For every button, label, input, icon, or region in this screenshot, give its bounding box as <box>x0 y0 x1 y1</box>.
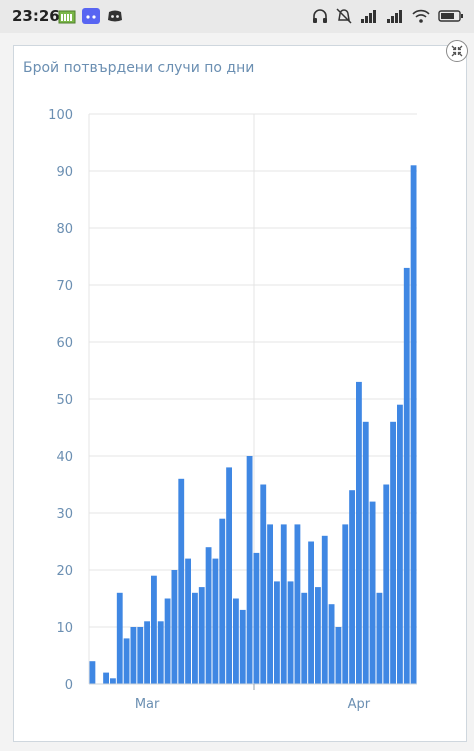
y-tick-label: 10 <box>56 621 73 636</box>
bar <box>349 490 355 684</box>
bar <box>260 484 267 684</box>
bar <box>103 672 109 684</box>
bar <box>123 638 130 684</box>
bar <box>390 421 396 684</box>
bar <box>342 524 349 684</box>
chart-title: Брой потвърдени случи по дни <box>23 60 255 76</box>
bar <box>267 524 273 684</box>
bar <box>308 541 314 684</box>
bar <box>116 592 123 684</box>
bar <box>144 621 150 684</box>
bar <box>280 524 287 684</box>
bar <box>151 575 157 684</box>
bar <box>178 478 185 684</box>
bar <box>171 570 178 684</box>
bar <box>328 604 335 684</box>
bar <box>294 524 301 684</box>
y-tick-label: 0 <box>65 678 73 693</box>
y-tick-label: 60 <box>56 336 73 351</box>
sim-icon <box>58 10 76 24</box>
bar <box>89 661 96 684</box>
signal-icon <box>387 10 402 23</box>
bar <box>192 592 198 684</box>
bar <box>274 581 280 684</box>
y-tick-label: 70 <box>56 279 73 294</box>
bar <box>110 678 116 684</box>
bar <box>315 587 321 684</box>
bar <box>335 627 342 684</box>
bar <box>130 627 137 684</box>
collapse-button[interactable] <box>446 40 468 62</box>
y-tick-label: 80 <box>56 222 73 237</box>
bar <box>233 598 239 684</box>
bar <box>383 484 390 684</box>
bar <box>164 598 171 684</box>
x-tick-label: Apr <box>348 697 371 712</box>
collapse-icon <box>451 45 463 57</box>
bar <box>410 165 417 685</box>
bar <box>219 518 226 684</box>
bar <box>185 558 191 684</box>
bar <box>212 558 219 684</box>
y-tick-label: 50 <box>56 393 73 408</box>
x-tick-label: Mar <box>135 697 160 712</box>
discord-icon <box>108 10 122 22</box>
status-bar: 23:26 <box>0 0 474 33</box>
bar <box>205 547 212 684</box>
discord-icon <box>82 8 100 24</box>
bar <box>239 609 246 684</box>
y-tick-label: 90 <box>56 165 73 180</box>
y-tick-label: 20 <box>56 564 73 579</box>
bar <box>157 621 164 684</box>
y-tick-label: 40 <box>56 450 73 465</box>
bar <box>321 535 328 684</box>
battery-icon <box>438 10 463 22</box>
bar <box>362 421 369 684</box>
mute-icon <box>336 8 352 24</box>
bar <box>198 587 205 684</box>
bar <box>137 627 144 684</box>
status-time: 23:26 <box>12 7 60 25</box>
wifi-icon <box>412 9 430 23</box>
bar <box>369 501 376 684</box>
headphones-icon <box>313 9 327 23</box>
bar <box>397 404 403 684</box>
bar <box>356 381 362 684</box>
signal-icon <box>361 10 376 23</box>
y-tick-label: 30 <box>56 507 73 522</box>
y-tick-label: 100 <box>48 108 73 123</box>
bar <box>403 267 410 684</box>
bar <box>226 467 232 684</box>
bar <box>246 456 253 684</box>
bar <box>287 581 294 684</box>
bar <box>301 592 308 684</box>
bar <box>253 552 260 684</box>
bar <box>376 592 383 684</box>
